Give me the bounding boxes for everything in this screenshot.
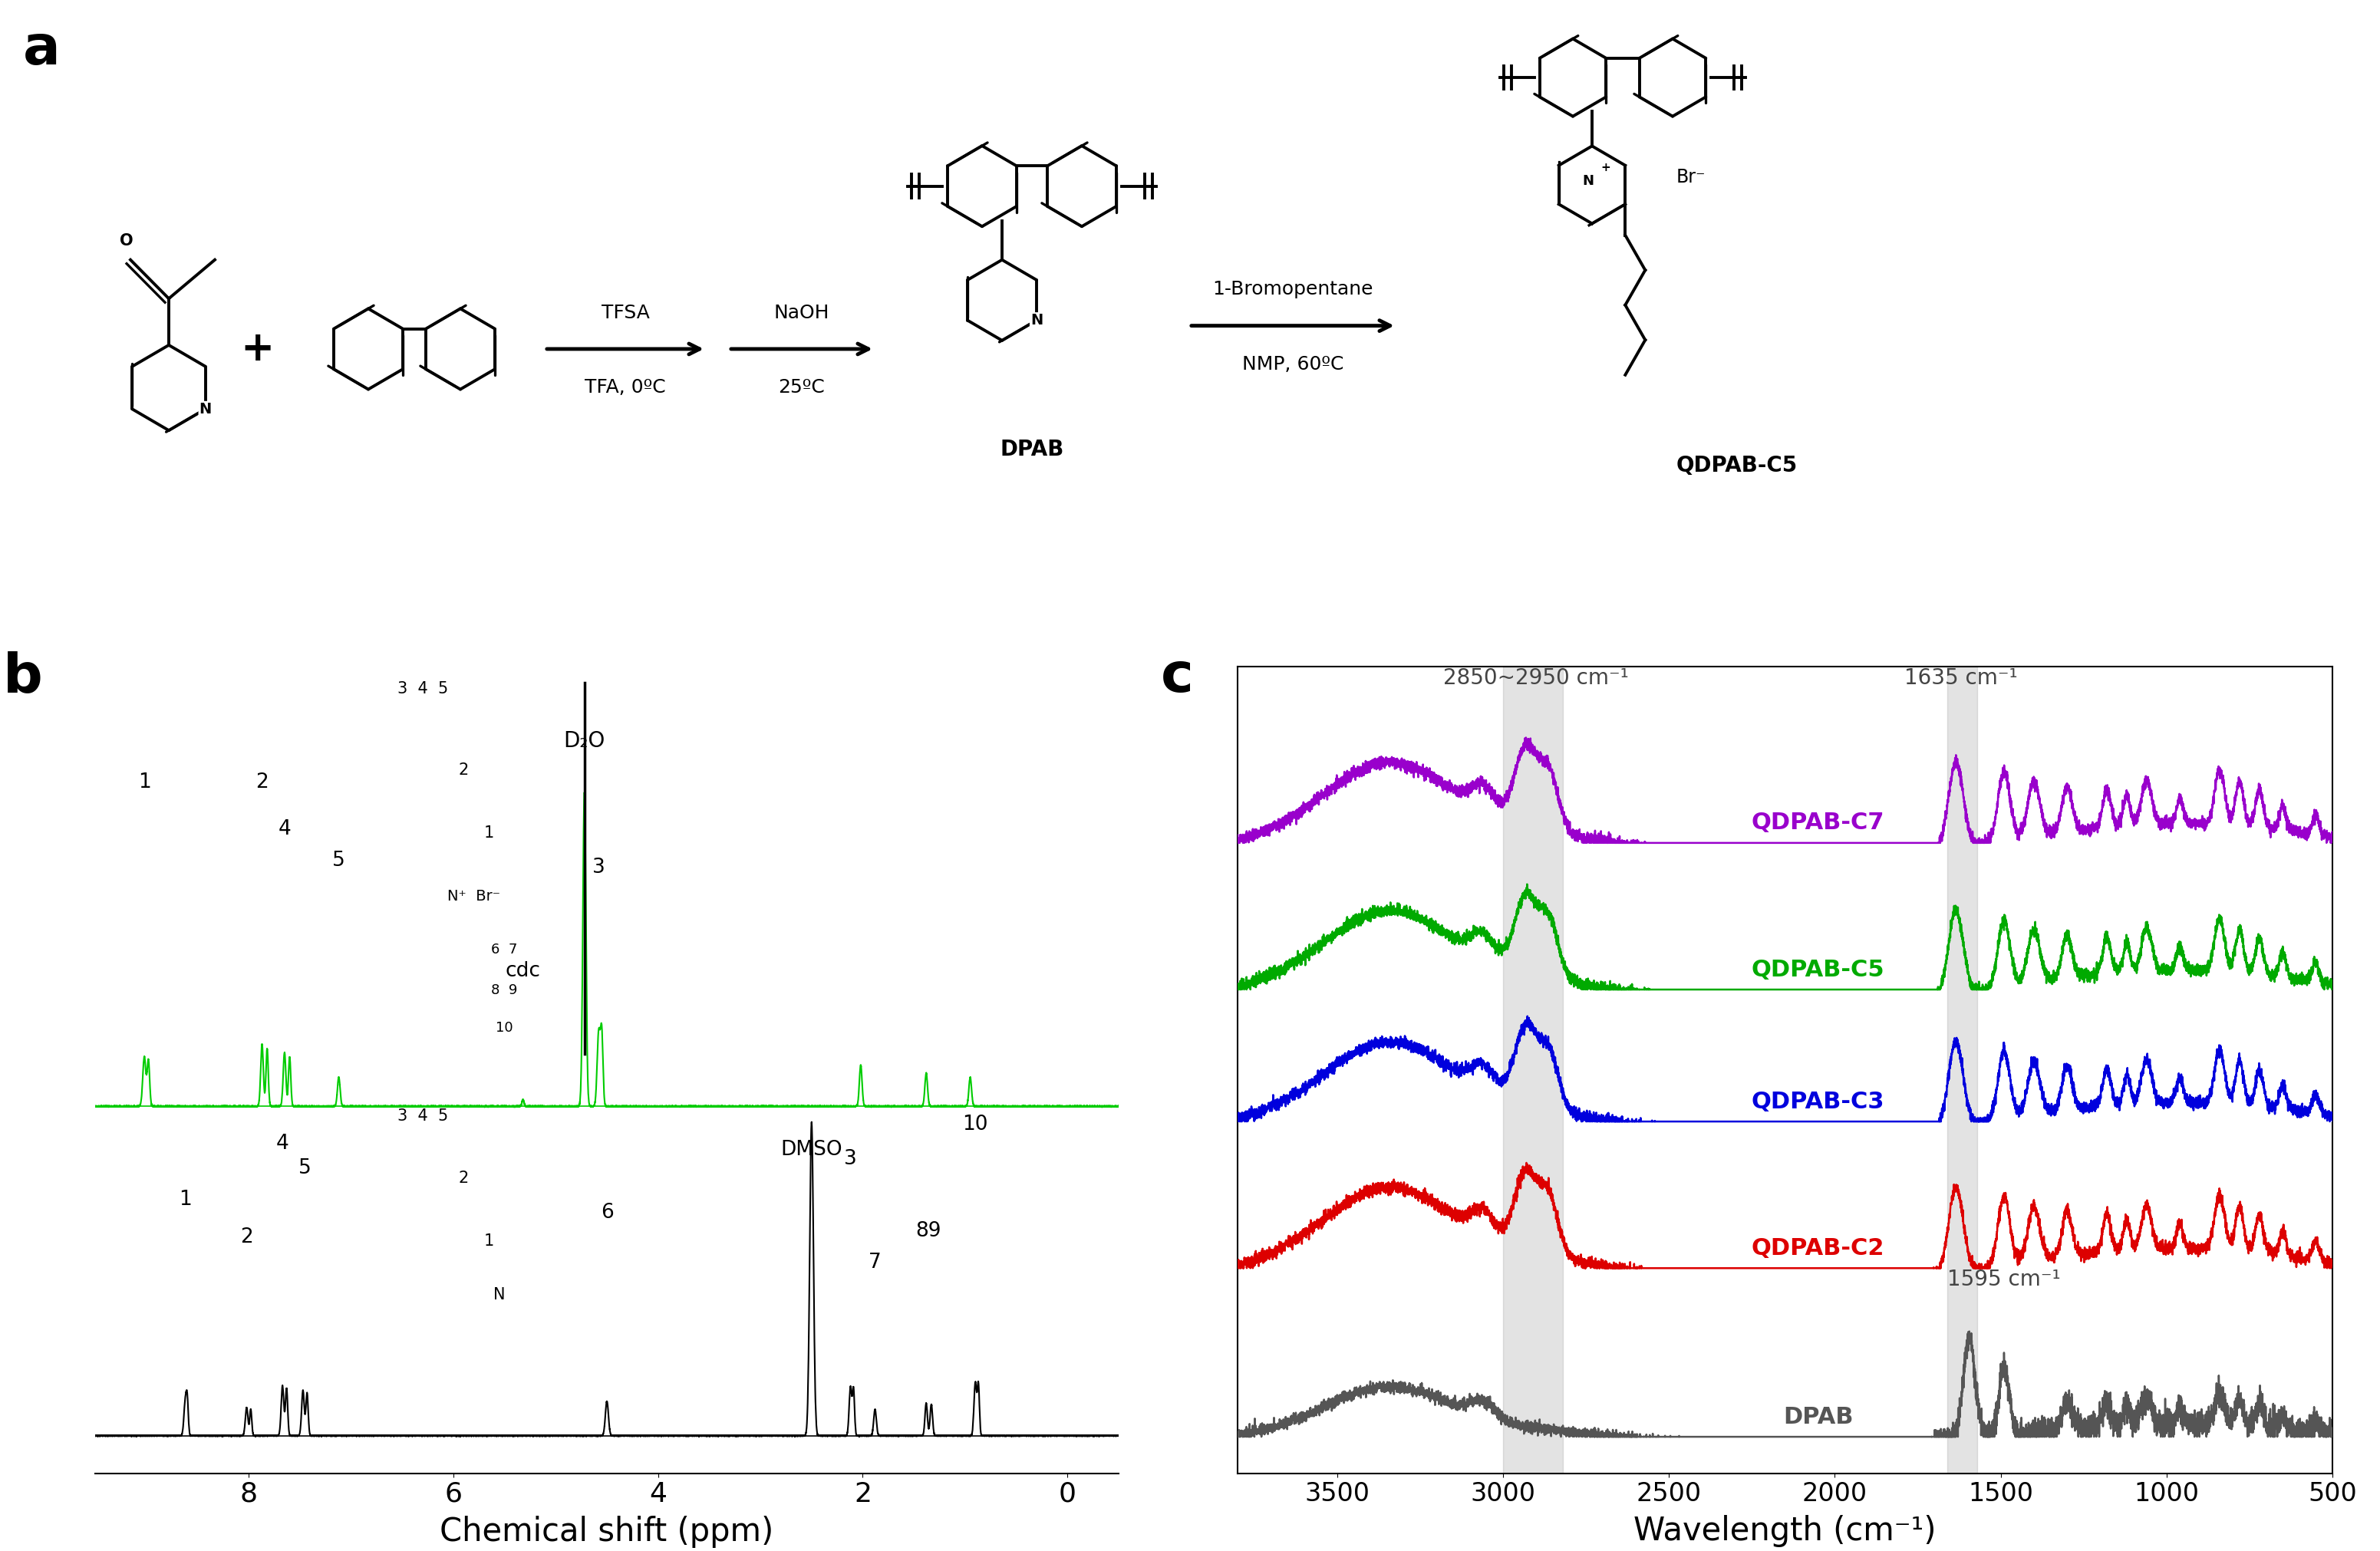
Text: +: +	[1602, 161, 1611, 174]
Text: N: N	[493, 1287, 505, 1303]
Text: QDPAB-C5: QDPAB-C5	[1752, 959, 1885, 980]
Text: 2: 2	[459, 1171, 469, 1187]
Text: b: b	[2, 651, 43, 704]
Text: 7: 7	[869, 1253, 881, 1273]
Text: Br⁻: Br⁻	[1676, 168, 1706, 186]
Text: NMP, 60ºC: NMP, 60ºC	[1242, 355, 1345, 374]
Text: 6  7: 6 7	[490, 943, 519, 957]
X-axis label: Chemical shift (ppm): Chemical shift (ppm)	[440, 1515, 774, 1548]
Text: DPAB: DPAB	[1783, 1405, 1854, 1428]
Text: 25ºC: 25ºC	[778, 378, 826, 397]
Text: QDPAB-C5: QDPAB-C5	[1676, 454, 1797, 476]
Text: 1-Bromopentane: 1-Bromopentane	[1211, 281, 1373, 299]
Text: 3  4  5: 3 4 5	[397, 681, 447, 696]
Text: c: c	[1161, 651, 1195, 704]
Text: TFA, 0ºC: TFA, 0ºC	[585, 378, 666, 397]
Text: 5: 5	[298, 1159, 312, 1179]
Text: NaOH: NaOH	[774, 304, 831, 323]
Text: 3: 3	[593, 858, 605, 878]
Text: O: O	[119, 233, 133, 248]
Text: 2: 2	[255, 772, 269, 793]
Text: D₂O: D₂O	[564, 731, 605, 752]
Text: N: N	[200, 402, 212, 416]
Text: 1: 1	[483, 1233, 495, 1249]
Text: 4: 4	[276, 1134, 288, 1154]
Text: 1635 cm⁻¹: 1635 cm⁻¹	[1904, 667, 2018, 689]
Text: 10: 10	[495, 1021, 514, 1035]
Text: 3  4  5: 3 4 5	[397, 1107, 447, 1123]
Text: 2: 2	[240, 1227, 252, 1247]
Text: a: a	[24, 23, 60, 76]
Text: 5: 5	[333, 851, 345, 872]
Text: 4: 4	[278, 819, 290, 839]
Text: DMSO: DMSO	[781, 1140, 843, 1160]
Text: 3: 3	[845, 1149, 857, 1169]
Text: N: N	[1583, 174, 1595, 188]
Text: 8  9: 8 9	[490, 983, 519, 997]
Text: cdc: cdc	[505, 960, 540, 980]
Text: 1: 1	[178, 1190, 193, 1210]
Text: N⁺  Br⁻: N⁺ Br⁻	[447, 889, 500, 903]
Text: QDPAB-C2: QDPAB-C2	[1752, 1238, 1885, 1259]
Text: QDPAB-C7: QDPAB-C7	[1752, 811, 1885, 834]
Text: QDPAB-C3: QDPAB-C3	[1752, 1090, 1885, 1112]
Text: +: +	[240, 329, 274, 369]
Text: 2: 2	[459, 763, 469, 779]
Bar	[1947, 667, 1978, 1473]
Text: 1595 cm⁻¹: 1595 cm⁻¹	[1947, 1269, 2061, 1290]
Text: TFSA: TFSA	[602, 304, 650, 323]
Text: 6: 6	[600, 1202, 614, 1222]
Text: DPAB: DPAB	[1000, 439, 1064, 461]
Text: 89: 89	[916, 1221, 940, 1241]
Text: N: N	[1031, 313, 1042, 327]
Text: 2850~2950 cm⁻¹: 2850~2950 cm⁻¹	[1442, 667, 1628, 689]
X-axis label: Wavelength (cm⁻¹): Wavelength (cm⁻¹)	[1633, 1515, 1937, 1546]
Text: 1: 1	[138, 772, 150, 793]
Bar	[1504, 667, 1564, 1473]
Text: 10: 10	[962, 1115, 988, 1134]
Text: 1: 1	[483, 825, 495, 841]
